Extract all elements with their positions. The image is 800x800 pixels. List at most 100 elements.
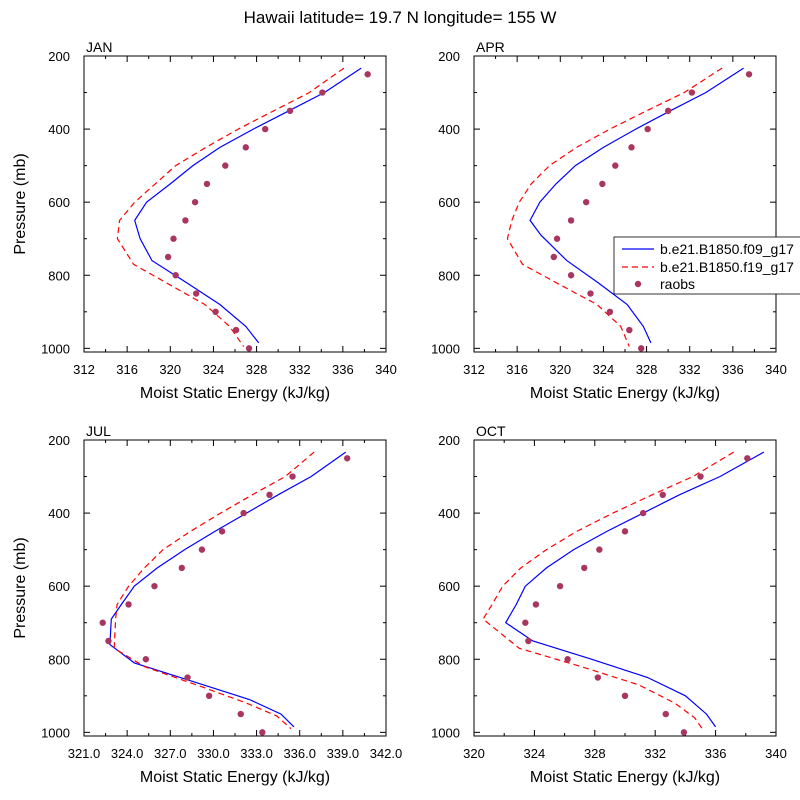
panel-jul-raobs-point: [218, 528, 226, 535]
panel-jul-f19-line: [113, 451, 315, 730]
panel-jan-xtick-label: 332: [289, 362, 311, 377]
panels: JAN 312 316 320 324 328 332 336 340 200 400 600 800 1…: [12, 39, 787, 786]
panel-jan-xtick-label: 324: [203, 362, 225, 377]
panel-jul-raobs-point: [205, 692, 213, 700]
panel-apr-xtick-label: 328: [636, 362, 658, 377]
panel-jan-xlabel: Moist Static Energy (kJ/kg): [140, 385, 330, 402]
panel-oct-xtick-label: 336: [705, 746, 727, 761]
panel-jul-raobs-point: [343, 455, 351, 462]
panel-jan-raobs-point: [245, 345, 253, 352]
panel-oct-raobs-point: [525, 637, 532, 645]
panel-apr-raobs-point: [582, 198, 590, 206]
panel-oct-raobs-point: [680, 729, 688, 736]
panel-apr-xtick-label: 332: [679, 362, 701, 377]
panel-oct-raobs-point: [662, 710, 669, 718]
panel-apr-label: APR: [476, 39, 505, 55]
panel-apr-raobs-point: [637, 345, 645, 352]
panel-apr: APR 312 316 320 324 328 332 336 340 200 400 600 800 1…: [431, 39, 787, 402]
panel-apr-raobs-point: [664, 107, 672, 115]
panel-jan-f19-line: [116, 67, 345, 347]
panel-apr-raobs-point: [567, 217, 575, 224]
panel-apr-raobs-point: [688, 89, 696, 96]
panel-jan-raobs-point: [203, 180, 211, 188]
panel-jul-xtick-label: 339.0: [327, 746, 360, 761]
panel-oct-ytick-label: 200: [438, 433, 460, 448]
panel-oct: OCT 320 324 328 332 336 340 200 400 600 800 1000 Moi…: [431, 423, 787, 786]
panel-jul-ytick-label: 800: [48, 652, 70, 667]
panel-oct-raobs-point: [581, 564, 588, 572]
panel-apr-xtick-label: 324: [593, 362, 615, 377]
panel-jul-raobs-point: [125, 601, 132, 608]
panel-jan-raobs-point: [170, 235, 177, 242]
panel-jan-raobs-point: [319, 89, 326, 96]
panel-jan-raobs-point: [364, 71, 371, 78]
panel-apr-raobs-point: [626, 326, 633, 334]
panel-apr-raobs-point: [550, 253, 558, 261]
panel-jan-xtick-label: 328: [246, 362, 268, 377]
panel-oct-raobs-point: [596, 546, 603, 553]
panel-oct-xlabel: Moist Static Energy (kJ/kg): [530, 769, 720, 786]
panel-jul-xtick-label: 324.0: [111, 746, 144, 761]
panel-jan-raobs-point: [191, 198, 199, 206]
panel-apr-ytick-label: 800: [438, 268, 460, 283]
panel-jan-raobs-point: [286, 107, 294, 115]
panel-apr-xtick-label: 316: [506, 362, 528, 377]
panel-jul-xtick-label: 336.0: [283, 746, 316, 761]
panel-oct-label: OCT: [476, 423, 506, 439]
legend-f09-label: b.e21.B1850.f09_g17: [660, 241, 794, 257]
panel-jul-ytick-label: 1000: [41, 725, 70, 740]
panel-apr-f09-line: [529, 67, 744, 344]
panel-jan-ytick-label: 200: [48, 49, 70, 64]
panel-apr-raobs-point: [644, 125, 651, 133]
panel-jul-raobs-point: [198, 546, 206, 553]
panel-oct-ytick-label: 600: [438, 579, 460, 594]
panel-jan-ytick-label: 400: [48, 122, 70, 137]
panel-jul-xtick-label: 327.0: [154, 746, 187, 761]
panel-apr-xtick-label: 336: [722, 362, 744, 377]
panel-jan-xtick-label: 320: [159, 362, 181, 377]
panel-jul-xtick-label: 330.0: [197, 746, 230, 761]
panel-jan: JAN 312 316 320 324 328 332 336 340 200 400 600 800 1…: [12, 39, 397, 402]
panel-oct-raobs-point: [659, 491, 666, 499]
panel-jan-xtick-label: 312: [73, 362, 95, 377]
panel-jan-ytick-label: 1000: [41, 341, 70, 356]
panel-jul-label: JUL: [86, 423, 111, 439]
panel-jan-xtick-label: 340: [375, 362, 397, 377]
panel-jan-raobs-point: [172, 272, 179, 279]
panel-jul-raobs-point: [266, 491, 273, 499]
panel-jul-ytick-label: 400: [48, 506, 70, 521]
panel-jan-raobs-point: [212, 308, 219, 316]
panel-apr-xtick-label: 340: [765, 362, 787, 377]
panel-apr-raobs-point: [587, 290, 594, 297]
panel-apr-raobs-point: [553, 235, 561, 242]
panel-jan-ytick-label: 600: [48, 195, 70, 210]
panel-jul-xlabel: Moist Static Energy (kJ/kg): [140, 769, 330, 786]
panel-jan-raobs-point: [262, 125, 269, 133]
panel-oct-xtick-label: 328: [584, 746, 606, 761]
panel-oct-raobs-point: [594, 674, 602, 681]
panel-apr-raobs-point: [745, 71, 753, 78]
panel-jul-raobs-point: [289, 473, 296, 480]
panel-apr-raobs-point: [612, 162, 619, 169]
panel-apr-raobs-point: [599, 180, 606, 188]
legend-f19-label: b.e21.B1850.f19_g17: [660, 259, 794, 275]
panel-oct-raobs-point: [522, 619, 529, 626]
panel-apr-xtick-label: 320: [549, 362, 571, 377]
panel-oct-raobs-point: [621, 692, 629, 700]
legend: b.e21.B1850.f09_g17 b.e21.B1850.f19_g17 …: [613, 236, 800, 295]
panel-jul-raobs-point: [99, 619, 106, 626]
panel-jan-xtick-label: 336: [332, 362, 354, 377]
panel-oct-xtick-label: 340: [765, 746, 787, 761]
panel-oct-raobs-point: [621, 528, 629, 535]
panel-jan-raobs-point: [164, 253, 172, 261]
panel-jan-xtick-label: 316: [116, 362, 138, 377]
panel-jan-f09-line: [134, 67, 362, 344]
panel-jul-raobs-point: [142, 656, 150, 663]
panel-oct-raobs-point: [564, 656, 571, 663]
panel-jan-raobs-point: [232, 326, 240, 334]
panel-oct-f09-line: [504, 451, 765, 728]
panel-jul-raobs-point: [184, 674, 191, 681]
panel-oct-raobs-point: [697, 473, 704, 480]
